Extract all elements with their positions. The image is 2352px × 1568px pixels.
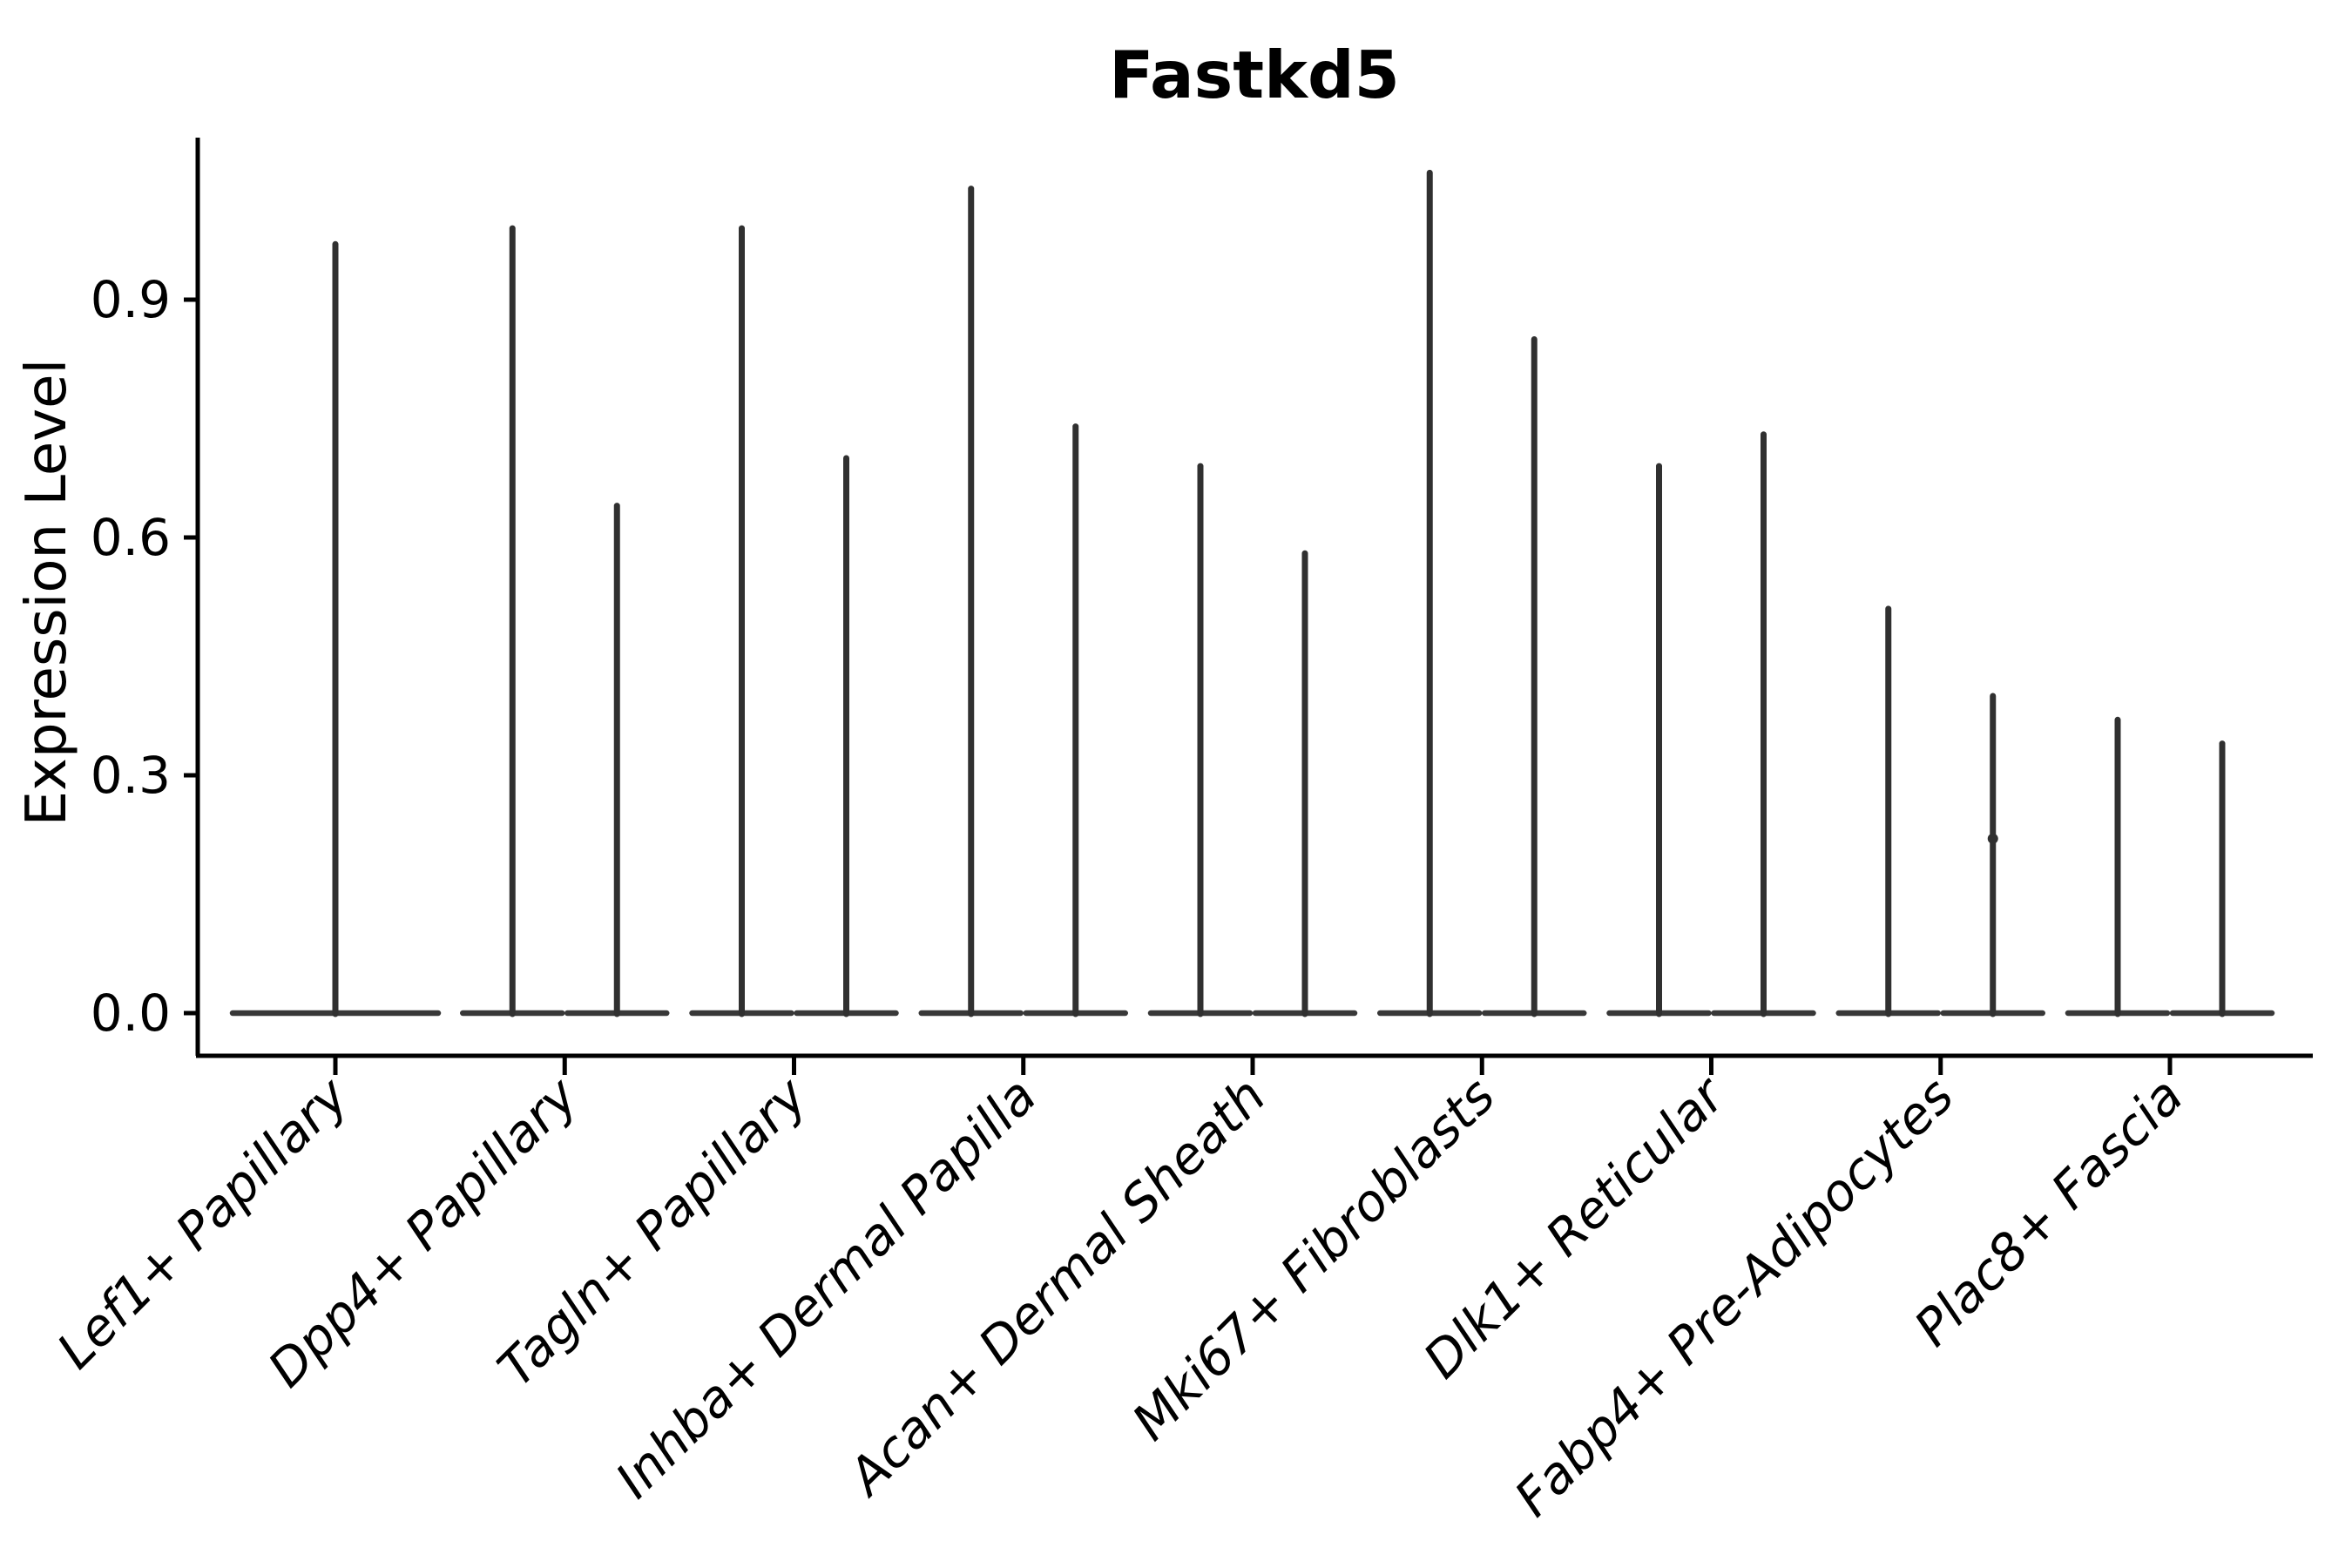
x-tick-label: Inhba+ Dermal Papilla	[605, 1066, 1048, 1510]
y-tick-label: 0.0	[91, 983, 171, 1043]
x-tick-label: Fabp4+ Pre-Adipocytes	[1504, 1066, 1965, 1528]
y-tick-label: 0.6	[91, 508, 171, 567]
y-axis-label: Expression Level	[15, 359, 79, 827]
y-tick-label: 0.3	[91, 746, 171, 805]
y-ticks-group: 0.0 0.3 0.6 0.9	[91, 270, 198, 1043]
x-tick-label: Acan+ Dermal Sheath	[835, 1066, 1277, 1509]
violin-knot	[1987, 833, 1998, 844]
y-tick-label: 0.9	[91, 270, 171, 329]
violins-group	[229, 169, 2275, 1017]
plot-title: Fastkd5	[1109, 37, 1400, 113]
